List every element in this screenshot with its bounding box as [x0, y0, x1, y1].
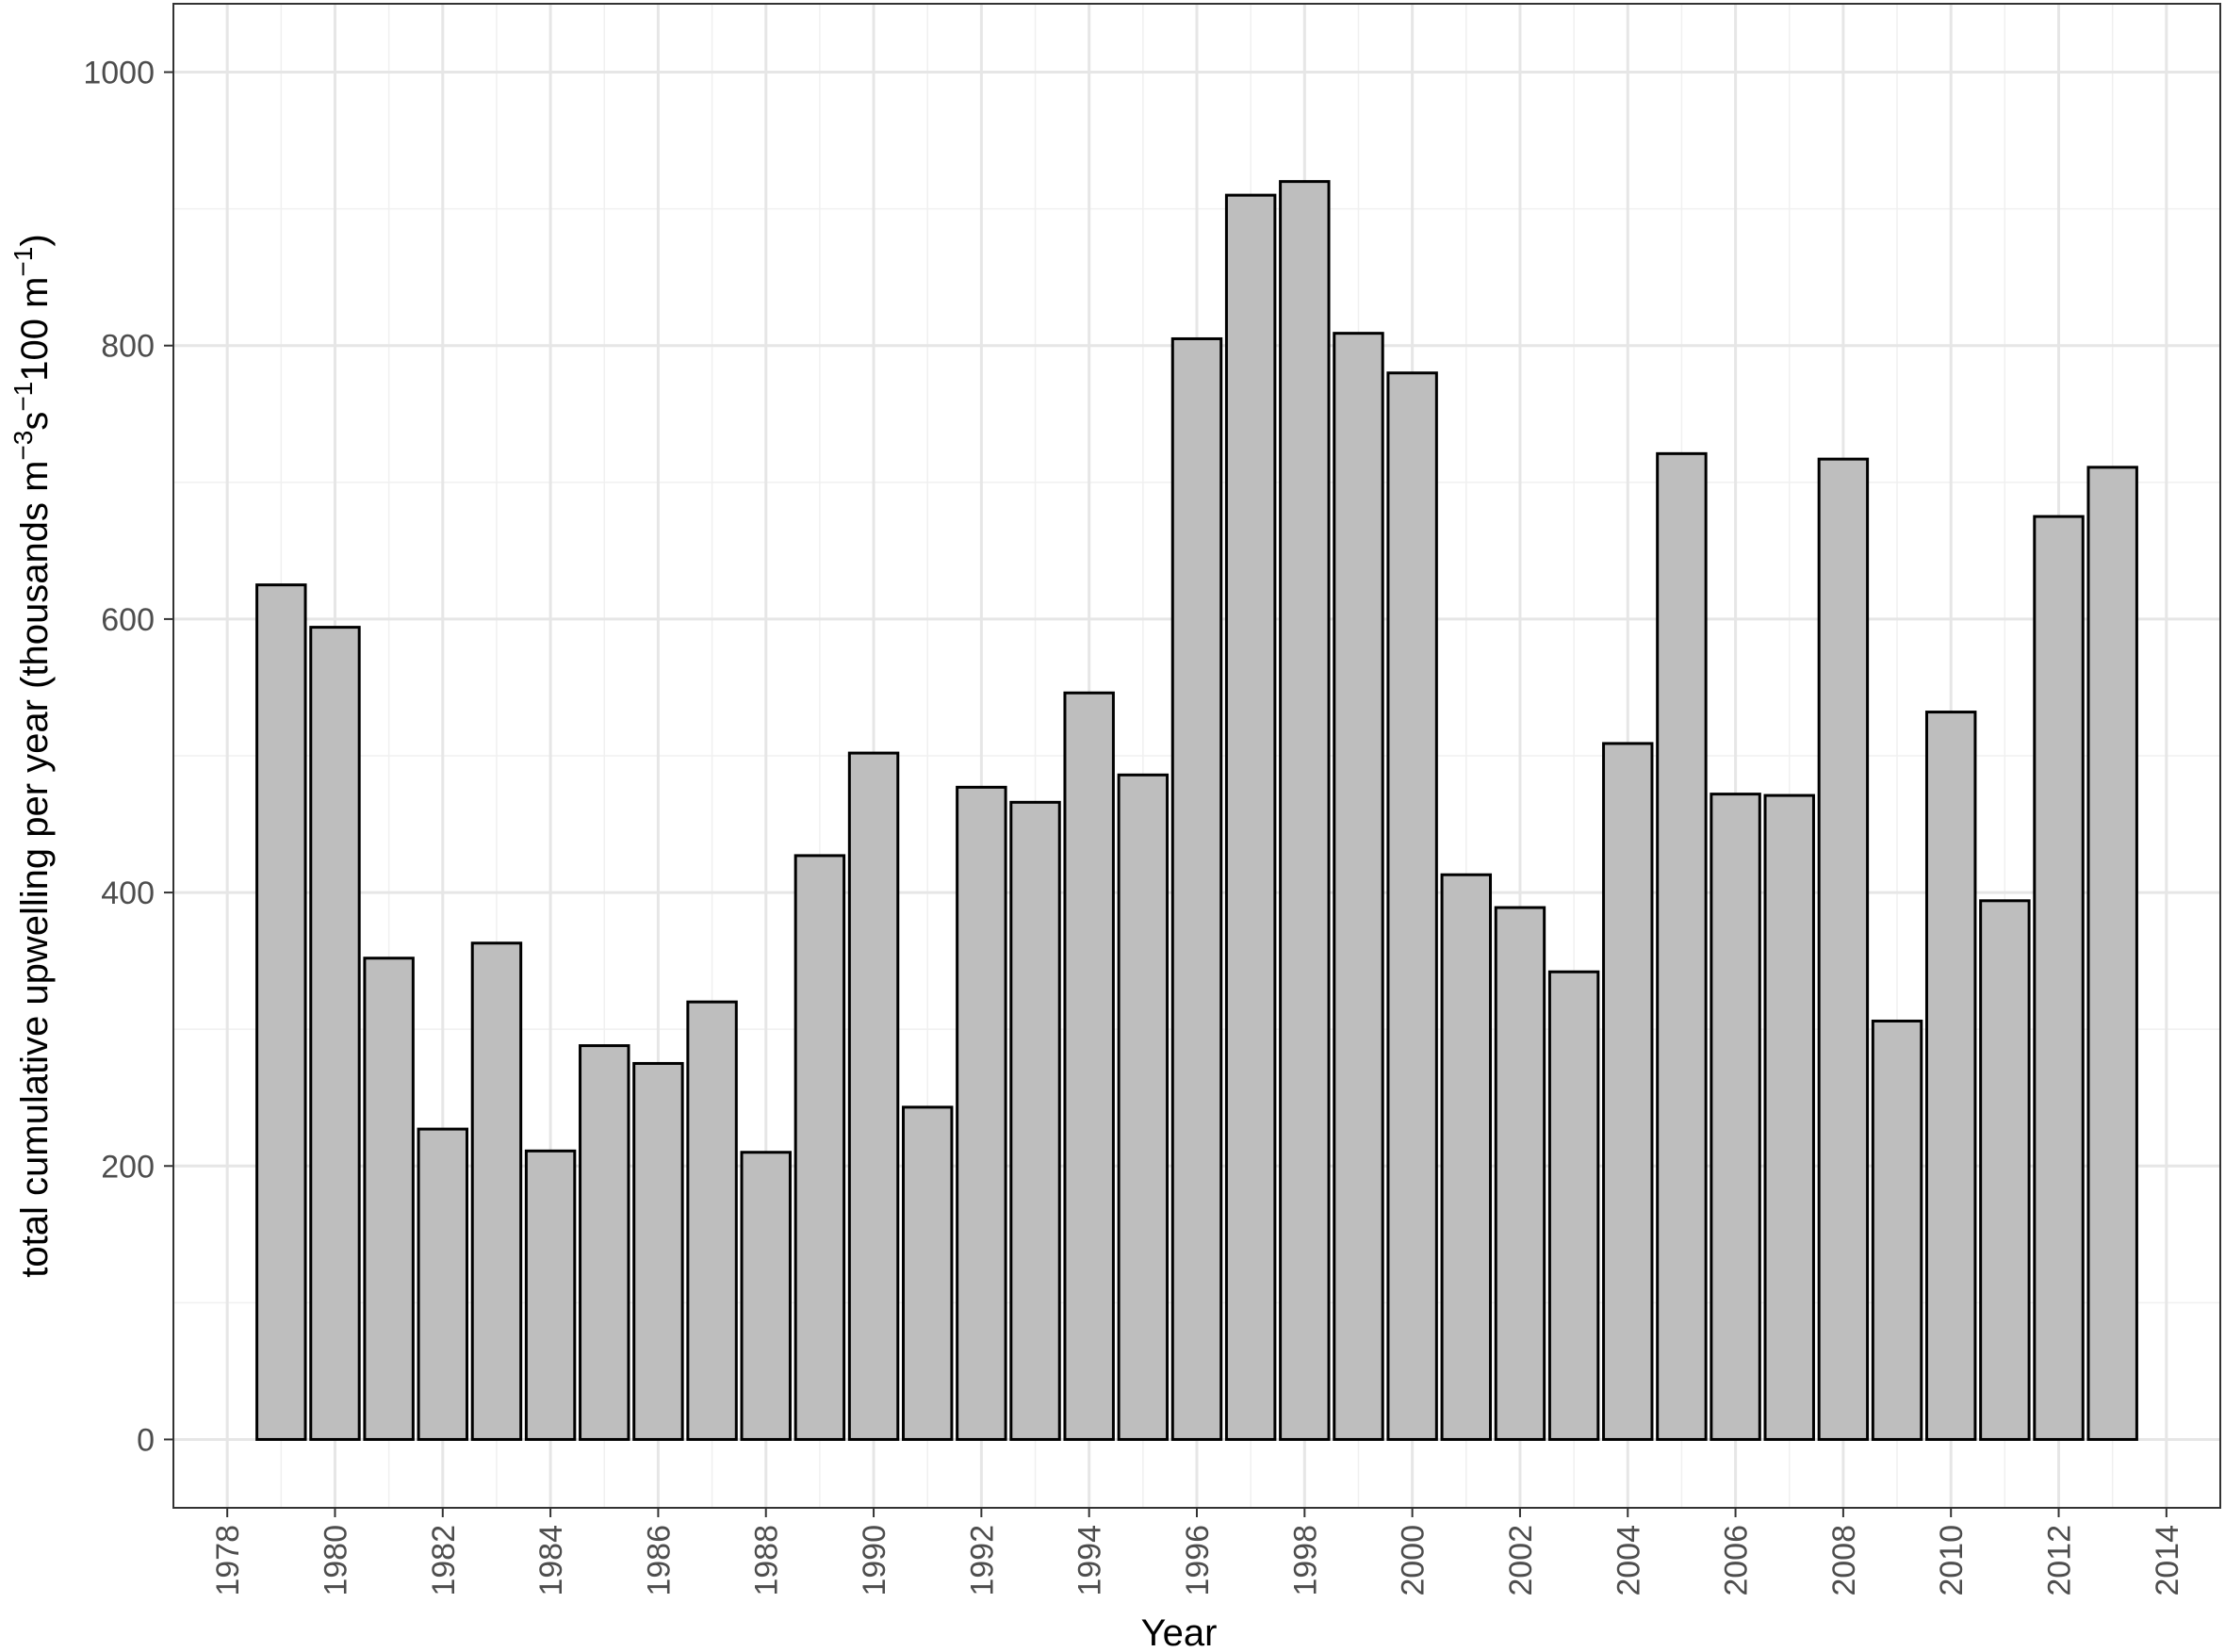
x-tick-label: 1978	[210, 1525, 246, 1596]
bar-2005	[1656, 451, 1708, 1441]
bar-2012	[2033, 515, 2085, 1441]
x-tick-label: 1988	[749, 1525, 785, 1596]
y-axis: 0 200 400 600 800 1000	[83, 56, 173, 1458]
x-tick-label: 1994	[1072, 1525, 1108, 1596]
y-title-text: )	[14, 234, 56, 246]
bar-2010	[1924, 711, 1977, 1441]
bar-1983	[470, 941, 523, 1441]
bar-2001	[1440, 873, 1493, 1441]
y-tick-label: 1000	[83, 56, 155, 91]
bar-1992	[956, 785, 1007, 1441]
bar-1997	[1224, 193, 1277, 1441]
bar-2004	[1602, 742, 1654, 1441]
x-tick-label: 2010	[1934, 1525, 1970, 1596]
y-tick-label: 200	[101, 1149, 155, 1185]
bar-1993	[1009, 800, 1061, 1441]
bar-1979	[255, 583, 307, 1441]
bar-1990	[847, 751, 900, 1441]
bar-1991	[901, 1105, 954, 1441]
y-title-superscript: −3	[8, 431, 38, 461]
x-tick-label: 2012	[2042, 1525, 2078, 1596]
y-tick-label: 600	[101, 602, 155, 638]
x-tick-label: 1996	[1180, 1525, 1216, 1596]
y-tick-label: 400	[101, 875, 155, 911]
x-tick-label: 2004	[1611, 1525, 1646, 1596]
bar-1996	[1170, 336, 1223, 1441]
bar-2013	[2086, 466, 2138, 1441]
bar-1985	[579, 1044, 630, 1441]
y-tick-label: 0	[137, 1422, 155, 1458]
y-title-text: total cumulative upwelling per year (tho…	[14, 461, 56, 1278]
bar-1986	[632, 1061, 684, 1441]
bar-2002	[1494, 906, 1546, 1441]
bar-1987	[686, 1000, 738, 1441]
x-tick-label: 1982	[426, 1525, 462, 1596]
bar-1982	[417, 1127, 469, 1441]
x-axis: 1978 1980 1982 1984 1986 1988 1990 1992 1994 1996…	[210, 1508, 2185, 1596]
bars	[255, 180, 2138, 1441]
bar-1995	[1117, 773, 1170, 1441]
bar-1998	[1279, 180, 1331, 1441]
x-tick-label: 1998	[1287, 1525, 1323, 1596]
x-tick-label: 1984	[533, 1525, 569, 1596]
y-title-superscript: −1	[8, 382, 38, 412]
bar-1994	[1063, 691, 1115, 1441]
bar-1981	[363, 957, 415, 1441]
bar-2003	[1547, 970, 1600, 1441]
y-title-text: s	[14, 412, 56, 431]
x-tick-label: 2002	[1503, 1525, 1539, 1596]
x-tick-label: 1986	[641, 1525, 677, 1596]
x-tick-label: 2014	[2150, 1525, 2185, 1596]
bar-2007	[1763, 793, 1815, 1441]
x-tick-label: 2008	[1826, 1525, 1862, 1596]
bar-1980	[309, 626, 361, 1441]
x-tick-label: 1992	[964, 1525, 1000, 1596]
bar-2008	[1817, 457, 1870, 1441]
bar-2011	[1979, 899, 2031, 1441]
y-axis-title: total cumulative upwelling per year (tho…	[8, 234, 56, 1277]
y-tick-label: 800	[101, 329, 155, 365]
bar-1984	[524, 1149, 577, 1441]
bar-2000	[1386, 371, 1438, 1441]
bar-1989	[793, 854, 846, 1441]
x-tick-label: 2006	[1719, 1525, 1755, 1596]
bar-2006	[1710, 793, 1761, 1441]
y-title-superscript: −1	[8, 247, 38, 277]
x-tick-label: 1990	[857, 1525, 892, 1596]
x-tick-label: 1980	[318, 1525, 353, 1596]
x-axis-title: Year	[1141, 1612, 1218, 1652]
bar-1988	[740, 1151, 792, 1441]
bar-1999	[1333, 332, 1384, 1441]
y-title-text: 100 m	[14, 277, 56, 382]
x-tick-label: 2000	[1396, 1525, 1432, 1596]
bar-2009	[1871, 1019, 1923, 1441]
